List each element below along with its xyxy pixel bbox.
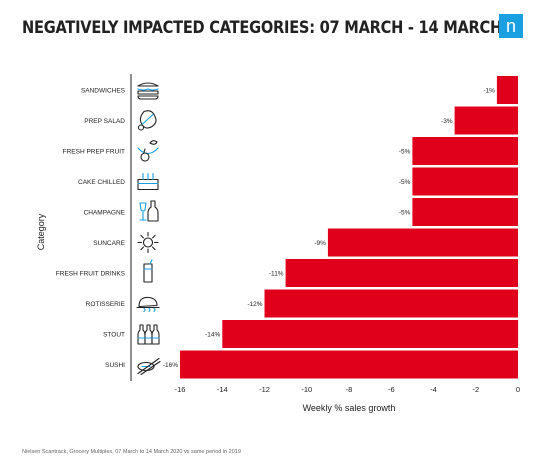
bar-cake-chilled (412, 167, 518, 196)
sandwich-bottom-bun (137, 95, 159, 100)
bar-suncare (327, 228, 518, 257)
x-tick-label: 0 (516, 385, 520, 394)
category-label: CHAMPAGNE (84, 209, 126, 216)
nielsen-logo-icon: n (499, 14, 523, 38)
chicken-steam (143, 307, 156, 313)
cake-icon (137, 172, 159, 191)
source-note: Nielsen Scantrack, Grocery Multiples, 07… (22, 449, 241, 455)
sushi-chopsticks (137, 357, 161, 376)
champagne-glass-stem (139, 211, 147, 221)
champagne-bottle (147, 200, 159, 222)
bar-rotisserie (264, 289, 518, 318)
category-label: SUSHI (105, 362, 125, 369)
fruit-icon (137, 140, 159, 162)
category-label: FRESH PREP FRUIT (63, 148, 125, 155)
fruit-apple-stem (143, 148, 146, 153)
cake-candles (142, 172, 154, 181)
salad-stem (141, 113, 154, 126)
category-label: STOUT (103, 331, 125, 338)
x-tick-label: -2 (472, 385, 479, 394)
data-label: -3% (441, 118, 453, 125)
sun-rays (137, 231, 159, 254)
sandwich-top-bun (137, 82, 159, 87)
y-axis-title: Category (36, 213, 46, 250)
x-tick-label: -16 (175, 385, 186, 394)
fruit-apple (140, 152, 150, 162)
x-tick-label: -8 (346, 385, 353, 394)
x-tick-label: -4 (430, 385, 437, 394)
bar-champagne (412, 198, 518, 226)
stout-bottle-3 (151, 324, 160, 345)
data-label: -11% (269, 270, 284, 277)
bar-prep-salad (454, 106, 518, 135)
sandwich-icon (137, 82, 159, 100)
x-tick-label: -6 (388, 385, 395, 394)
x-tick-label: -10 (301, 385, 312, 394)
fruit-leaf (149, 140, 158, 145)
stout-bottle-2 (144, 324, 153, 345)
stout-bottles-icon (137, 324, 160, 345)
fruit-drink-icon (143, 259, 153, 283)
salad-leaf (139, 110, 157, 129)
x-tick-label: -14 (217, 385, 228, 394)
bar-fresh-prep-fruit (412, 137, 518, 165)
cake-body (137, 178, 159, 191)
sandwich-lettuce (137, 88, 159, 91)
data-label: -9% (314, 240, 326, 247)
drink-straw (149, 259, 153, 265)
data-label: -14% (205, 331, 220, 338)
category-label: SANDWICHES (81, 87, 126, 94)
category-label: FRESH FRUIT DRINKS (56, 270, 126, 277)
sun-icon (137, 231, 159, 254)
bar-fresh-fruit-drinks (285, 259, 518, 287)
bar-stout (222, 320, 519, 348)
fruit-banana (137, 147, 159, 155)
bar-sushi (180, 350, 518, 379)
sun-disc (142, 237, 154, 248)
chicken-body (138, 296, 158, 308)
data-label: -1% (483, 87, 495, 94)
category-label: PREP SALAD (84, 118, 125, 125)
logo-background (499, 14, 523, 38)
x-tick-label: -12 (259, 385, 270, 394)
sushi-icon (137, 357, 161, 376)
data-label: -5% (399, 209, 411, 216)
rotisserie-chicken-icon (136, 296, 160, 313)
category-label: SUNCARE (93, 240, 125, 247)
data-label: -5% (399, 179, 411, 186)
salad-tomato (137, 124, 145, 131)
data-label: -12% (247, 301, 262, 308)
sandwich-filling (137, 90, 159, 95)
logo-glyph: n (506, 16, 516, 36)
chart-title: NEGATIVELY IMPACTED CATEGORIES: 07 MARCH… (22, 18, 503, 38)
champagne-icon (139, 200, 159, 222)
category-label: ROTISSERIE (86, 301, 126, 308)
x-axis-title: Weekly % sales growth (303, 403, 396, 413)
salad-icon (137, 110, 157, 131)
stout-bottle-1 (137, 324, 146, 345)
drink-carton (143, 263, 153, 283)
data-label: -16% (163, 362, 178, 369)
data-label: -5% (399, 148, 411, 155)
category-label: CAKE CHILLED (78, 179, 125, 186)
champagne-glass-bowl (139, 202, 147, 212)
bar-sandwiches (496, 76, 518, 104)
